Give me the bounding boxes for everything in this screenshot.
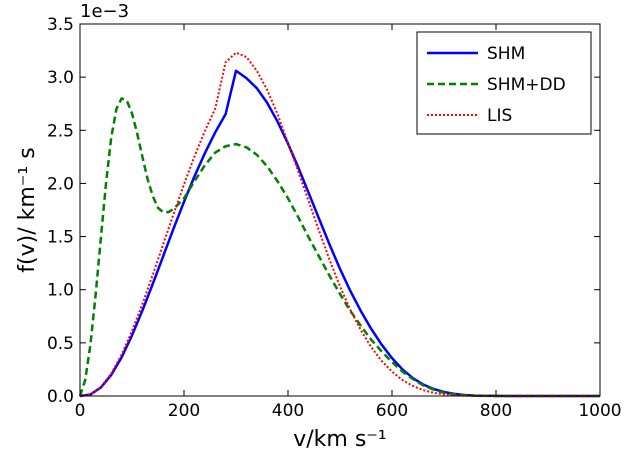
x-tick-label: 400 <box>272 401 304 421</box>
x-axis-label: v/km s⁻¹ <box>293 427 387 452</box>
y-tick-label: 0.0 <box>47 387 74 407</box>
legend-frame <box>416 31 592 135</box>
y-tick-label: 3.5 <box>47 15 74 35</box>
legend-label: LIS <box>487 106 512 126</box>
x-tick-label: 0 <box>75 401 86 421</box>
y-tick-label: 2.5 <box>47 121 74 141</box>
plot-frame <box>79 23 601 397</box>
x-tick-label: 1000 <box>578 401 621 421</box>
x-tick-label: 800 <box>480 401 512 421</box>
y-offset-label: 1e−3 <box>80 1 129 22</box>
y-tick-label: 1.5 <box>47 228 74 248</box>
y-tick-label: 0.5 <box>47 334 74 354</box>
y-tick-label: 3.0 <box>47 68 74 88</box>
legend: SHM SHM+DD LIS <box>416 31 592 135</box>
legend-label: SHM+DD <box>487 75 566 95</box>
y-axis: 0.0 0.5 1.0 1.5 2.0 2.5 3.0 3.5 <box>47 15 600 407</box>
y-tick-label: 1.0 <box>47 281 74 301</box>
series-line-lis <box>79 51 600 397</box>
y-axis-label: f(v)/ km⁻¹ s <box>15 147 40 272</box>
legend-label: SHM <box>487 44 525 64</box>
x-tick-label: 200 <box>168 401 200 421</box>
series-layer <box>78 51 600 398</box>
y-tick-label: 2.0 <box>47 174 74 194</box>
x-tick-label: 600 <box>376 401 408 421</box>
x-axis: 0 200 400 600 800 1000 <box>75 24 622 421</box>
series-line-shm-dd <box>78 97 600 398</box>
